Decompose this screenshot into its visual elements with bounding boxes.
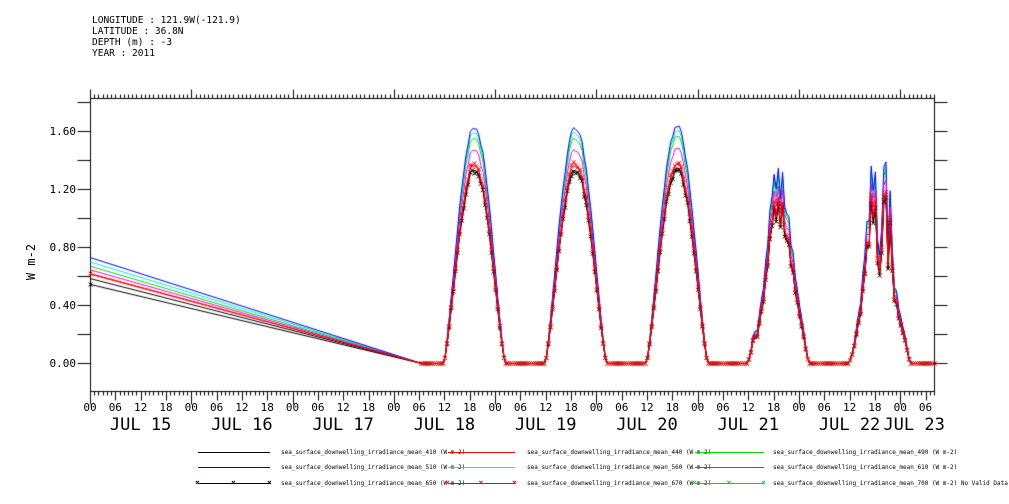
hour-label: 12: [640, 401, 654, 414]
legend-label: sea_surface_downwelling_irradiance_mean_…: [281, 464, 466, 471]
legend-label: sea_surface_downwelling_irradiance_mean_…: [527, 480, 712, 487]
day-label: JUL 15: [109, 415, 172, 435]
legend-line-sample: [448, 452, 515, 453]
y-tick-label: 1.60: [49, 125, 77, 138]
x-marker-icon: ×: [726, 478, 732, 487]
metadata-line: LONGITUDE : 121.9W(-121.9): [92, 15, 241, 26]
x-marker-icon: ×: [692, 478, 697, 487]
metadata-line: DEPTH (m) : -3: [92, 37, 173, 48]
hour-label: 06: [209, 401, 224, 414]
hour-label: 18: [463, 401, 477, 414]
legend-label: sea_surface_downwelling_irradiance_mean_…: [773, 449, 958, 456]
legend-label: sea_surface_downwelling_irradiance_mean_…: [281, 480, 466, 487]
day-label: JUL 21: [717, 415, 780, 435]
y-tick-label: 0.40: [49, 299, 77, 312]
day-label: JUL 17: [312, 415, 374, 435]
day-label: JUL 18: [413, 415, 476, 435]
x-marker-icon: ×: [195, 478, 200, 487]
day-label: JUL 22: [818, 415, 881, 435]
legend-line-sample: [448, 467, 515, 468]
hour-label: 12: [842, 401, 857, 414]
hour-label: 00: [184, 401, 198, 414]
legend-line-sample: [695, 483, 764, 484]
legend-line-sample: [198, 452, 270, 453]
x-marker-icon: ×: [231, 478, 236, 487]
x-marker-icon: ×: [267, 478, 272, 487]
legend-label: sea_surface_downwelling_irradiance_mean_…: [281, 449, 466, 456]
hour-label: 18: [868, 401, 882, 414]
hour-label: 06: [412, 401, 426, 414]
legend-label: sea_surface_downwelling_irradiance_mean_…: [527, 464, 712, 471]
y-tick-label: 0.80: [49, 241, 77, 254]
hour-label: 12: [235, 401, 249, 414]
x-marker-icon: ×: [445, 478, 450, 487]
y-axis-title: W m-2: [24, 243, 38, 281]
hour-label: 06: [108, 401, 122, 414]
legend-line-sample: [198, 467, 270, 468]
hour-label: 18: [767, 401, 781, 414]
hour-label: 18: [564, 401, 578, 414]
hour-label: 18: [361, 401, 376, 414]
hour-label: 18: [665, 401, 679, 414]
hour-label: 12: [539, 401, 553, 414]
legend-label: sea_surface_downwelling_irradiance_mean_…: [773, 464, 958, 471]
legend-line-sample: [695, 467, 764, 468]
x-marker-icon: ×: [478, 478, 484, 487]
hour-label: 12: [437, 401, 452, 414]
day-label: JUL 16: [211, 415, 273, 435]
hour-label: 12: [336, 401, 350, 414]
legend-label: sea_surface_downwelling_irradiance_mean_…: [773, 480, 1008, 487]
hour-label: 18: [159, 401, 173, 414]
day-label: JUL 19: [515, 415, 577, 435]
hour-label: 18: [260, 401, 274, 414]
metadata-line: YEAR : 2011: [92, 48, 155, 59]
hour-label: 00: [589, 401, 604, 414]
hour-label: 06: [311, 401, 325, 414]
hour-label: 00: [387, 401, 401, 414]
legend-line-sample: [198, 483, 270, 484]
hour-label: 00: [792, 401, 806, 414]
hour-label: 12: [741, 401, 755, 414]
hour-label: 00: [285, 401, 300, 414]
y-tick-label: 1.20: [49, 183, 77, 196]
metadata-line: LATITUDE : 36.8N: [92, 26, 184, 37]
hour-label: 06: [615, 401, 629, 414]
legend-line-sample: [695, 452, 764, 453]
legend-label: sea_surface_downwelling_irradiance_mean_…: [527, 449, 712, 456]
hour-label: 00: [488, 401, 502, 414]
metadata-header: LONGITUDE : 121.9W(-121.9) LATITUDE : 36.…: [92, 15, 241, 59]
y-tick-label: 0.00: [49, 357, 77, 370]
day-label: JUL 20: [616, 415, 678, 435]
hour-label: 06: [716, 401, 730, 414]
hour-label: 00: [691, 401, 705, 414]
hour-label: 12: [134, 401, 148, 414]
hour-label: 00: [893, 401, 907, 414]
x-marker-icon: ×: [761, 478, 766, 487]
hour-label: 00: [83, 401, 97, 414]
hour-label: 06: [817, 401, 831, 414]
legend-line-sample: [448, 483, 515, 484]
day-label: JUL 23: [883, 415, 945, 435]
hour-label: 06: [918, 401, 933, 414]
hour-label: 06: [513, 401, 528, 414]
x-marker-icon: ×: [512, 478, 517, 487]
